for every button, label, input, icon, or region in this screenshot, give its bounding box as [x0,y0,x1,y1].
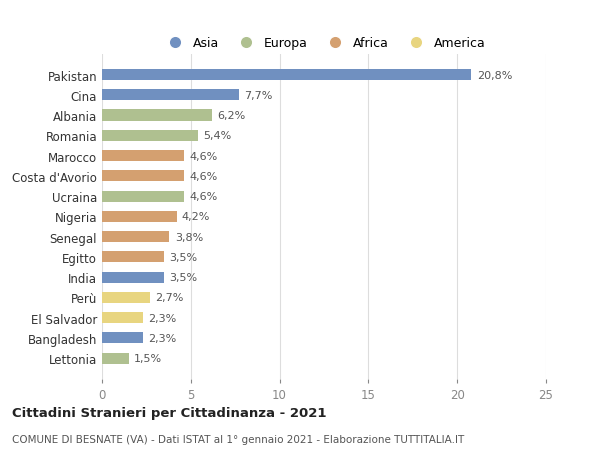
Text: 4,6%: 4,6% [189,192,217,202]
Bar [102,211,176,223]
Text: 5,4%: 5,4% [203,131,232,141]
Bar [102,110,212,121]
Bar [102,231,169,243]
Text: 2,3%: 2,3% [148,313,176,323]
Bar [102,292,150,303]
Text: 7,7%: 7,7% [244,90,272,101]
Text: 3,5%: 3,5% [169,252,197,262]
Bar [102,70,472,81]
Text: 2,3%: 2,3% [148,333,176,343]
Legend: Asia, Europa, Africa, America: Asia, Europa, Africa, America [158,32,490,55]
Bar [102,272,164,283]
Text: 2,7%: 2,7% [155,293,184,303]
Bar [102,130,198,141]
Text: 20,8%: 20,8% [477,70,512,80]
Text: 3,5%: 3,5% [169,273,197,283]
Bar [102,313,143,324]
Bar [102,353,128,364]
Bar [102,171,184,182]
Bar [102,151,184,162]
Text: COMUNE DI BESNATE (VA) - Dati ISTAT al 1° gennaio 2021 - Elaborazione TUTTITALIA: COMUNE DI BESNATE (VA) - Dati ISTAT al 1… [12,434,464,444]
Text: 4,6%: 4,6% [189,172,217,181]
Bar [102,252,164,263]
Text: 6,2%: 6,2% [217,111,245,121]
Bar [102,191,184,202]
Text: 3,8%: 3,8% [175,232,203,242]
Text: 4,6%: 4,6% [189,151,217,161]
Bar [102,333,143,344]
Text: 4,2%: 4,2% [182,212,210,222]
Bar [102,90,239,101]
Text: Cittadini Stranieri per Cittadinanza - 2021: Cittadini Stranieri per Cittadinanza - 2… [12,406,326,419]
Text: 1,5%: 1,5% [134,353,162,364]
